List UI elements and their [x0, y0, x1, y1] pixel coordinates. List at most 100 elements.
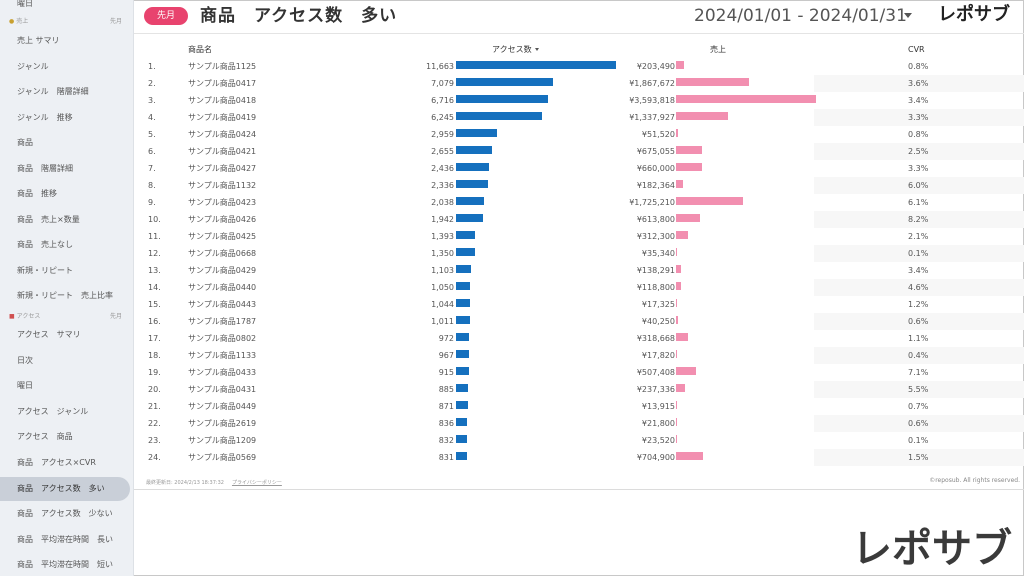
table-row[interactable]: 9. サンプル商品0423 2,038 ¥1,725,210 6.1%	[134, 194, 1024, 211]
cvr-value: 0.6%	[908, 419, 929, 428]
table-row[interactable]: 16. サンプル商品1787 1,011 ¥40,250 0.6%	[134, 313, 1024, 330]
access-count: 1,044	[431, 300, 454, 309]
sidebar-item[interactable]: 新規・リピート	[17, 265, 73, 275]
table-row[interactable]: 4. サンプル商品0419 6,245 ¥1,337,927 3.3%	[134, 109, 1024, 126]
table-row[interactable]: 14. サンプル商品0440 1,050 ¥118,800 4.6%	[134, 279, 1024, 296]
access-bar	[456, 452, 468, 460]
sidebar-item[interactable]: 曜日	[17, 0, 33, 8]
footer-note: 最終更新日: 2024/2/13 18:37:32 プライバシーポリシー	[146, 479, 282, 486]
table-row[interactable]: 19. サンプル商品0433 915 ¥507,408 7.1%	[134, 364, 1024, 381]
table-row[interactable]: 23. サンプル商品1209 832 ¥23,520 0.1%	[134, 432, 1024, 449]
sidebar-item[interactable]: 商品	[17, 138, 33, 147]
sidebar-item[interactable]: 商品 アクセス数 少ない	[17, 509, 113, 519]
sales-amount: ¥21,800	[641, 419, 675, 428]
table-row[interactable]: 3. サンプル商品0418 6,716 ¥3,593,818 3.4%	[134, 92, 1024, 109]
sidebar-item[interactable]: 商品 売上なし	[17, 240, 73, 249]
sidebar-item[interactable]: 商品 アクセス数 多い	[0, 476, 130, 501]
date-range-selector[interactable]: 2024/01/01 - 2024/01/31	[694, 6, 907, 26]
row-shade	[814, 381, 1024, 398]
sidebar-item[interactable]: ジャンル 階層詳細	[17, 87, 89, 96]
row-shade	[814, 109, 1024, 126]
sales-bar	[676, 78, 749, 86]
sidebar-item[interactable]: 新規・リピート 売上比率	[17, 291, 113, 300]
access-count: 7,079	[431, 79, 454, 88]
sidebar-item[interactable]: アクセス サマリ	[17, 330, 81, 339]
sales-bar	[676, 129, 678, 137]
sidebar-item[interactable]: アクセス ジャンル	[17, 406, 89, 416]
table-row[interactable]: 10. サンプル商品0426 1,942 ¥613,800 8.2%	[134, 211, 1024, 228]
table-row[interactable]: 24. サンプル商品0569 831 ¥704,900 1.5%	[134, 449, 1024, 466]
sidebar-section-title: ■ アクセス	[9, 311, 40, 323]
table-row[interactable]: 22. サンプル商品2619 836 ¥21,800 0.6%	[134, 415, 1024, 432]
cvr-value: 5.5%	[908, 385, 929, 394]
table-row[interactable]: 17. サンプル商品0802 972 ¥318,668 1.1%	[134, 330, 1024, 347]
sidebar-item[interactable]: 商品 平均滞在時間 長い	[17, 534, 113, 544]
access-bar	[456, 299, 471, 307]
table-row[interactable]: 2. サンプル商品0417 7,079 ¥1,867,672 3.6%	[134, 75, 1024, 92]
access-count: 2,038	[431, 198, 454, 207]
table-row[interactable]: 11. サンプル商品0425 1,393 ¥312,300 2.1%	[134, 228, 1024, 245]
truck-icon: ■	[9, 313, 15, 320]
table-row[interactable]: 12. サンプル商品0668 1,350 ¥35,340 0.1%	[134, 245, 1024, 262]
sales-bar	[676, 367, 696, 375]
sidebar-item[interactable]: 商品 階層詳細	[17, 163, 73, 173]
product-name: サンプル商品2619	[188, 419, 257, 428]
sales-amount: ¥17,325	[641, 300, 675, 309]
product-name: サンプル商品0417	[188, 79, 257, 88]
divider	[134, 489, 1024, 490]
sidebar-item[interactable]: 商品 平均滞在時間 短い	[17, 560, 113, 570]
cvr-value: 3.4%	[908, 96, 929, 105]
sales-bar	[676, 146, 703, 154]
sidebar-item[interactable]: ジャンル	[17, 61, 49, 71]
product-name: サンプル商品0423	[188, 198, 257, 207]
sales-amount: ¥182,364	[636, 181, 675, 190]
table-row[interactable]: 1. サンプル商品1125 11,663 ¥203,490 0.8%	[134, 58, 1024, 75]
cvr-value: 8.2%	[908, 215, 929, 224]
sales-amount: ¥118,800	[636, 283, 675, 292]
privacy-policy-link[interactable]: プライバシーポリシー	[231, 480, 282, 486]
table-row[interactable]: 6. サンプル商品0421 2,655 ¥675,055 2.5%	[134, 143, 1024, 160]
cvr-value: 3.6%	[908, 79, 929, 88]
sales-amount: ¥704,900	[636, 453, 675, 462]
access-bar	[456, 95, 549, 103]
row-rank: 2.	[148, 79, 156, 88]
access-count: 1,011	[431, 317, 454, 326]
sidebar-item[interactable]: 商品 アクセス×CVR	[17, 458, 96, 467]
access-bar	[456, 265, 472, 273]
column-header-name[interactable]: 商品名	[188, 45, 212, 54]
column-header-cvr[interactable]: CVR	[908, 45, 925, 54]
chevron-down-icon[interactable]	[904, 13, 912, 18]
cvr-value: 0.4%	[908, 351, 929, 360]
column-header-access-label: アクセス数	[492, 45, 532, 54]
sales-amount: ¥613,800	[636, 215, 675, 224]
sidebar-section-title: ● 売上	[9, 16, 28, 28]
page-title: 商品 アクセス数 多い	[200, 6, 398, 26]
product-name: サンプル商品1209	[188, 436, 257, 445]
row-rank: 11.	[148, 232, 161, 241]
table-row[interactable]: 8. サンプル商品1132 2,336 ¥182,364 6.0%	[134, 177, 1024, 194]
table-row[interactable]: 21. サンプル商品0449 871 ¥13,915 0.7%	[134, 398, 1024, 415]
column-header-sales[interactable]: 売上	[710, 45, 726, 54]
access-bar	[456, 78, 554, 86]
row-rank: 13.	[148, 266, 161, 275]
sales-amount: ¥13,915	[641, 402, 675, 411]
sidebar-item[interactable]: 売上 サマリ	[17, 36, 60, 45]
row-rank: 1.	[148, 62, 156, 71]
table-row[interactable]: 5. サンプル商品0424 2,959 ¥51,520 0.8%	[134, 126, 1024, 143]
sidebar-item[interactable]: 日次	[17, 355, 33, 365]
sidebar-item[interactable]: アクセス 商品	[17, 432, 73, 442]
row-rank: 12.	[148, 249, 161, 258]
sidebar-item[interactable]: ジャンル 推移	[17, 112, 73, 122]
table-row[interactable]: 15. サンプル商品0443 1,044 ¥17,325 1.2%	[134, 296, 1024, 313]
sidebar-item[interactable]: 商品 売上×数量	[17, 214, 80, 224]
column-header-access[interactable]: アクセス数	[492, 43, 539, 57]
table-row[interactable]: 7. サンプル商品0427 2,436 ¥660,000 3.3%	[134, 160, 1024, 177]
sidebar-item[interactable]: 曜日	[17, 381, 33, 391]
row-rank: 6.	[148, 147, 156, 156]
table-row[interactable]: 20. サンプル商品0431 885 ¥237,336 5.5%	[134, 381, 1024, 398]
sidebar-item[interactable]: 商品 推移	[17, 189, 57, 198]
table-row[interactable]: 13. サンプル商品0429 1,103 ¥138,291 3.4%	[134, 262, 1024, 279]
sales-amount: ¥23,520	[641, 436, 675, 445]
table-header: 商品名 アクセス数 売上 CVR	[134, 43, 1024, 57]
table-row[interactable]: 18. サンプル商品1133 967 ¥17,820 0.4%	[134, 347, 1024, 364]
